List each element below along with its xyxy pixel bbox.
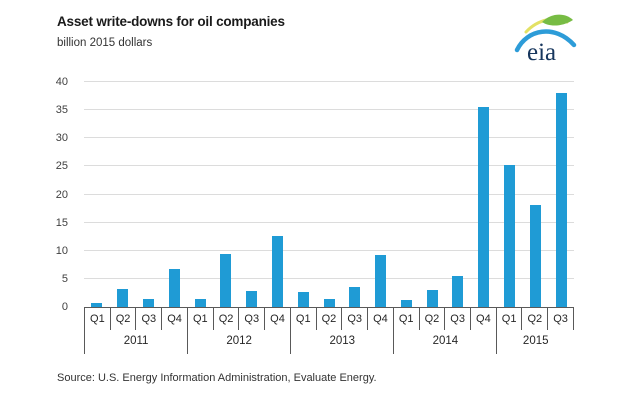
y-tick-label-0: 0 xyxy=(61,301,68,313)
eia-logo-green-leaf xyxy=(542,14,573,26)
bar-2015-Q3 xyxy=(555,93,567,307)
quarter-label-2012-Q1: Q1 xyxy=(188,308,214,330)
y-axis-labels: 0 5 10 15 20 25 30 35 40 xyxy=(28,76,76,313)
bar-2012-Q2 xyxy=(220,253,232,307)
eia-logo-blue-swoosh xyxy=(514,29,577,53)
gridline-30 xyxy=(84,137,574,139)
year-label-2011: 2011 xyxy=(84,330,187,354)
bar-2014-Q2 xyxy=(426,290,438,307)
eia-logo-icon: eia xyxy=(514,14,577,66)
quarter-label-2012-Q2: Q2 xyxy=(214,308,240,330)
quarter-label-2014-Q3: Q3 xyxy=(445,308,472,330)
quarter-label-2013-Q4: Q4 xyxy=(368,308,394,330)
gridline-15 xyxy=(84,221,574,223)
chart-title: Asset write-downs for oil companies xyxy=(57,14,285,29)
quarter-label-2013-Q2: Q2 xyxy=(317,308,343,330)
bar-2013-Q3 xyxy=(349,287,361,307)
bar-2014-Q3 xyxy=(452,276,464,307)
quarter-label-2011-Q4: Q4 xyxy=(162,308,188,330)
bar-2014-Q1 xyxy=(400,300,412,307)
gridline-5 xyxy=(84,277,574,279)
eia-logo-text: eia xyxy=(527,39,556,66)
y-tick-label-5: 5 xyxy=(61,272,68,285)
gridline-40 xyxy=(84,81,574,82)
bar-2013-Q1 xyxy=(297,292,309,307)
gridline-10 xyxy=(84,249,574,251)
bar-2011-Q3 xyxy=(143,299,154,307)
quarter-label-2014-Q2: Q2 xyxy=(420,308,446,330)
y-tick-label-10: 10 xyxy=(55,244,68,257)
y-tick-label-40: 40 xyxy=(55,76,68,88)
y-tick-label-15: 15 xyxy=(55,216,68,229)
quarter-label-2011-Q3: Q3 xyxy=(136,308,163,330)
bar-2014-Q4 xyxy=(478,106,490,307)
bar-2011-Q2 xyxy=(117,289,129,307)
source-note: Source: U.S. Energy Information Administ… xyxy=(57,372,377,384)
quarter-label-2015-Q2: Q2 xyxy=(522,308,549,330)
quarter-label-2013-Q1: Q1 xyxy=(291,308,317,330)
bar-2011-Q1 xyxy=(91,302,103,307)
gridline-35 xyxy=(84,109,574,111)
y-tick-label-35: 35 xyxy=(55,104,68,117)
year-label-2013: 2013 xyxy=(290,330,393,354)
quarter-label-2015-Q1: Q1 xyxy=(497,308,523,330)
quarter-label-2014-Q4: Q4 xyxy=(471,308,497,330)
quarter-label-2014-Q1: Q1 xyxy=(394,308,420,330)
quarter-label-2012-Q3: Q3 xyxy=(239,308,266,330)
quarter-label-2012-Q4: Q4 xyxy=(265,308,291,330)
quarter-label-2013-Q3: Q3 xyxy=(342,308,369,330)
year-axis-row: 2011 2012 2013 2014 2015 xyxy=(84,330,574,354)
quarter-label-2015-Q3: Q3 xyxy=(548,308,574,330)
bar-2015-Q2 xyxy=(529,205,541,307)
gridline-20 xyxy=(84,193,574,195)
bar-2012-Q3 xyxy=(246,291,258,307)
bar-2013-Q4 xyxy=(375,255,387,307)
quarter-axis-row: Q1 Q2 Q3 Q4 Q1 Q2 Q3 Q4 Q1 Q2 Q3 Q4 Q1 Q2 Q3 Q4 Q1 Q2 Q3 xyxy=(84,308,574,330)
year-label-2012: 2012 xyxy=(187,330,290,354)
bar-2012-Q4 xyxy=(271,236,283,307)
chart-units-subtitle: billion 2015 dollars xyxy=(57,37,153,49)
plot-area xyxy=(84,81,574,308)
bar-2012-Q1 xyxy=(194,298,206,307)
year-label-2014: 2014 xyxy=(393,330,496,354)
bar-2011-Q4 xyxy=(168,268,180,307)
y-tick-label-30: 30 xyxy=(55,132,68,145)
bar-2015-Q1 xyxy=(504,165,515,307)
bar-2013-Q2 xyxy=(323,299,335,307)
year-label-2015: 2015 xyxy=(496,330,574,354)
quarter-label-2011-Q1: Q1 xyxy=(85,308,111,330)
gridline-25 xyxy=(84,165,574,167)
y-tick-label-20: 20 xyxy=(55,188,68,201)
quarter-label-2011-Q2: Q2 xyxy=(111,308,137,330)
y-tick-label-25: 25 xyxy=(55,160,68,173)
